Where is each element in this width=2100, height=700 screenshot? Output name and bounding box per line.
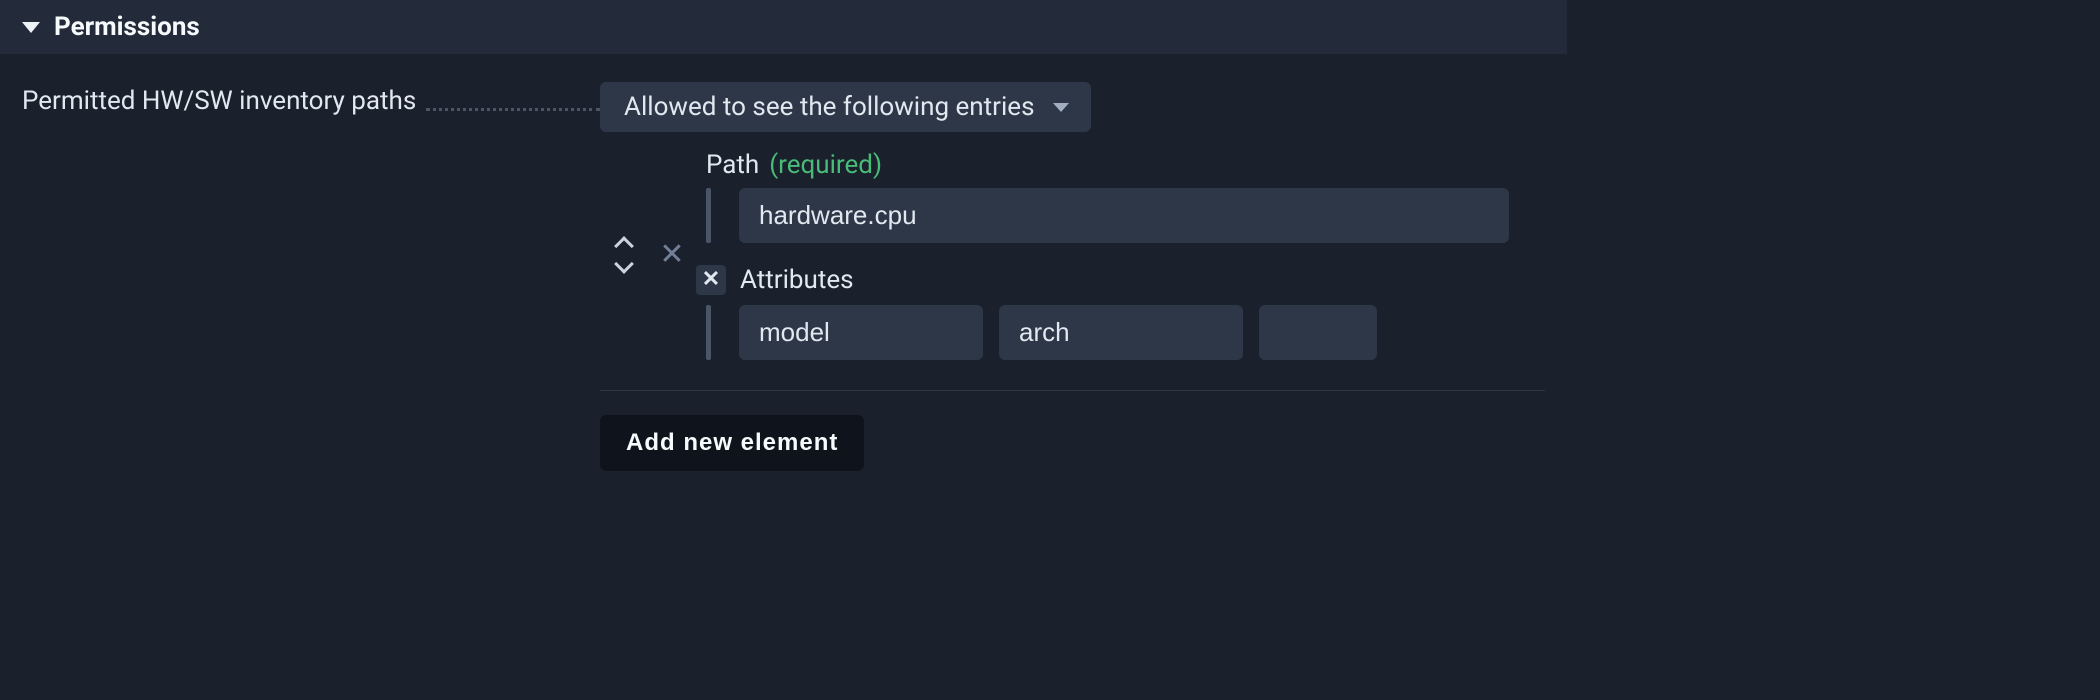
entry-body: Path (required) ✕ Attributes	[696, 150, 1545, 360]
indent-bar	[706, 305, 711, 360]
setting-label-column: Permitted HW/SW inventory paths	[22, 82, 600, 116]
attributes-label-row: ✕ Attributes	[696, 265, 1545, 295]
move-up-icon[interactable]	[614, 236, 634, 256]
path-input-row	[696, 188, 1545, 243]
attribute-input-1[interactable]	[999, 305, 1243, 360]
path-label: Path	[706, 150, 759, 180]
path-input[interactable]	[739, 188, 1509, 243]
indent-bar	[706, 188, 711, 243]
entry-divider	[600, 390, 1545, 391]
attributes-label: Attributes	[740, 265, 854, 295]
attributes-input-row	[696, 305, 1545, 360]
setting-value-column: Allowed to see the following entries ✕ P…	[600, 82, 1545, 471]
reorder-controls	[600, 239, 648, 271]
checkbox-x-icon: ✕	[702, 269, 720, 291]
section-header[interactable]: Permissions	[0, 0, 1567, 54]
mode-dropdown[interactable]: Allowed to see the following entries	[600, 82, 1091, 132]
add-element-button[interactable]: Add new element	[600, 415, 864, 471]
path-label-row: Path (required)	[696, 150, 1545, 180]
attribute-input-0[interactable]	[739, 305, 983, 360]
attributes-enabled-checkbox[interactable]: ✕	[696, 265, 726, 295]
section-title: Permissions	[54, 12, 200, 42]
setting-row: Permitted HW/SW inventory paths Allowed …	[0, 54, 1567, 471]
dropdown-arrow-icon	[1053, 103, 1069, 112]
setting-label: Permitted HW/SW inventory paths	[22, 86, 416, 116]
entry-row: ✕ Path (required) ✕ At	[600, 150, 1545, 360]
attribute-input-2[interactable]	[1259, 305, 1377, 360]
move-down-icon[interactable]	[614, 254, 634, 274]
delete-entry-icon[interactable]: ✕	[659, 240, 684, 270]
delete-control: ✕	[648, 240, 696, 270]
path-required-marker: (required)	[769, 150, 882, 180]
attributes-inputs	[739, 305, 1377, 360]
collapse-triangle-icon	[22, 22, 40, 33]
mode-dropdown-selected: Allowed to see the following entries	[624, 92, 1035, 122]
dotted-leader	[426, 108, 600, 111]
